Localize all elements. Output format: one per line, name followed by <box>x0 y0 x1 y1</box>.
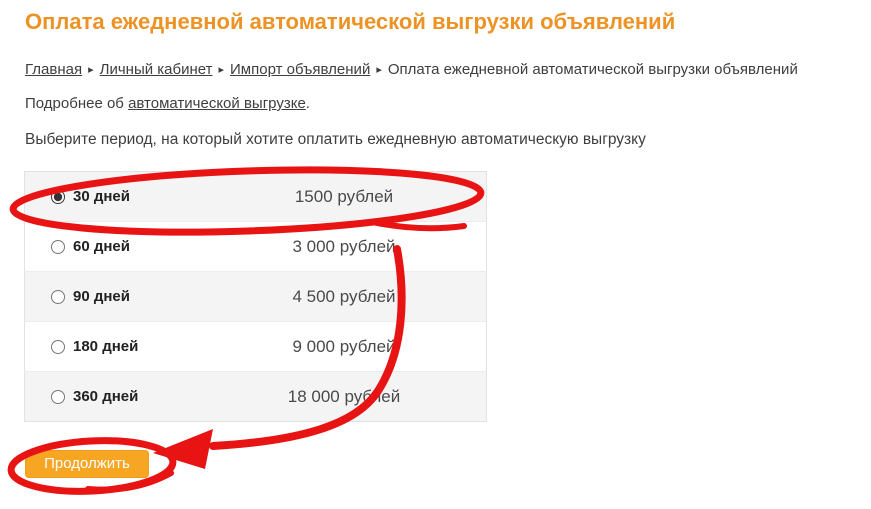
plan-label: 180 дней <box>73 338 139 355</box>
plan-price: 1500 рублей <box>294 186 394 206</box>
plan-label: 30 дней <box>73 188 130 205</box>
period-instruction: Выберите период, на который хотите оплат… <box>25 131 646 148</box>
plan-radio-60[interactable] <box>51 239 65 254</box>
plan-price: 3 000 рублей <box>202 221 487 272</box>
continue-button[interactable]: Продолжить <box>25 450 149 478</box>
plan-option-30[interactable]: 30 дней <box>51 188 201 205</box>
plan-label: 90 дней <box>73 288 130 305</box>
plan-label: 60 дней <box>73 238 130 255</box>
plan-row-180: 180 дней 9 000 рублей <box>24 321 487 372</box>
breadcrumb-separator-icon: ▸ <box>376 64 382 76</box>
auto-upload-link[interactable]: автоматической выгрузке <box>128 95 306 112</box>
more-info-suffix: . <box>305 95 310 112</box>
plan-price: 18 000 рублей <box>202 371 487 422</box>
breadcrumb-link-account[interactable]: Личный кабинет <box>99 61 213 78</box>
plan-option-90[interactable]: 90 дней <box>51 288 201 305</box>
plan-row-360: 360 дней 18 000 рублей <box>24 371 487 422</box>
plan-radio-30[interactable] <box>51 189 65 204</box>
breadcrumb-link-home[interactable]: Главная <box>25 61 83 78</box>
plan-row-30: 30 дней 1500 рублей <box>24 171 487 222</box>
plan-radio-90[interactable] <box>51 289 65 304</box>
plan-row-90: 90 дней 4 500 рублей <box>24 271 487 322</box>
more-info-line: Подробнее об автоматической выгрузке. <box>25 95 310 112</box>
more-info-prefix: Подробнее об <box>25 95 129 112</box>
breadcrumb-link-import[interactable]: Импорт объявлений <box>230 61 371 78</box>
annotation-arrowhead <box>153 429 213 469</box>
breadcrumb-current: Оплата ежедневной автоматической выгрузк… <box>387 61 798 78</box>
plan-price: 9 000 рублей <box>202 321 487 372</box>
plan-price: 4 500 рублей <box>202 271 487 322</box>
breadcrumb: Главная ▸ Личный кабинет ▸ Импорт объявлений… <box>25 61 798 78</box>
plan-radio-180[interactable] <box>51 339 65 354</box>
plan-option-360[interactable]: 360 дней <box>51 388 201 405</box>
breadcrumb-separator-icon: ▸ <box>88 64 94 76</box>
plan-option-180[interactable]: 180 дней <box>51 338 201 355</box>
plan-radio-360[interactable] <box>51 389 65 404</box>
plan-row-60: 60 дней 3 000 рублей <box>24 221 487 272</box>
breadcrumb-separator-icon: ▸ <box>218 64 225 76</box>
page-title: Оплата ежедневной автоматической выгрузк… <box>25 9 676 34</box>
plan-label: 360 дней <box>73 388 139 405</box>
plan-option-60[interactable]: 60 дней <box>51 238 201 255</box>
plans-table: 30 дней 1500 рублей 60 дней 3 000 рублей <box>24 171 487 422</box>
